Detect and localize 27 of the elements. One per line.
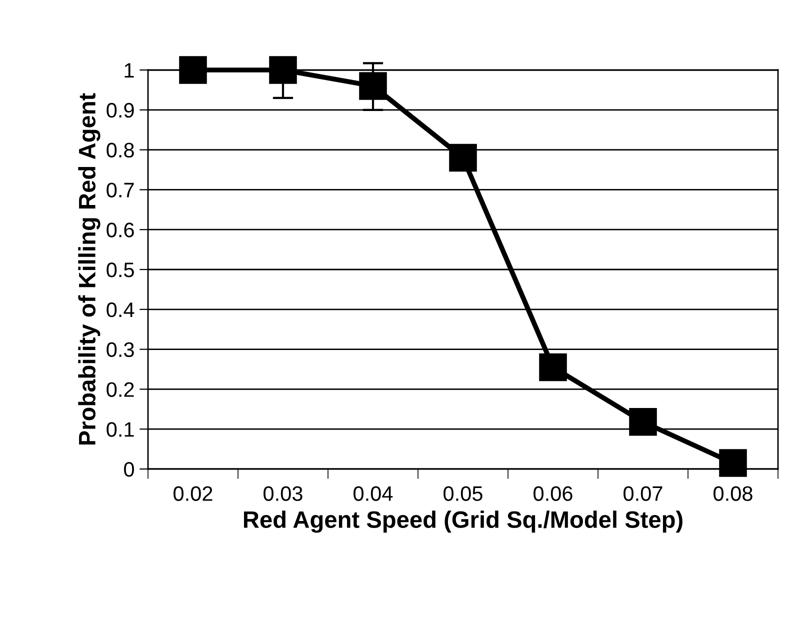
x-tick-label: 0.06 [534, 486, 572, 501]
x-tick-label: 0.05 [444, 486, 482, 501]
x-tick-label: 0.04 [354, 486, 393, 501]
point [449, 144, 477, 172]
x-tick-label: 0.03 [264, 486, 302, 501]
y-tick-label: 0 [124, 462, 134, 477]
y-tick-label: 0.5 [106, 262, 134, 278]
x-tick-label: 0.02 [174, 486, 212, 501]
y-tick-label: 0.6 [106, 222, 134, 238]
y-tick-label: 0.3 [106, 342, 134, 358]
y-tick-label: 1 [124, 63, 134, 78]
x-axis-title: Red Agent Speed (Grid Sq./Model Step) [244, 510, 682, 533]
y-tick-label: 0.1 [106, 422, 134, 437]
point [629, 408, 657, 436]
y-axis-title: Probability of Killing Red Agent [78, 93, 100, 445]
y-tick-label: 0.9 [106, 102, 134, 118]
point [179, 56, 207, 84]
y-tick-label: 0.8 [106, 142, 134, 158]
point [539, 353, 567, 382]
point [719, 449, 747, 477]
x-tick-label: 0.08 [714, 486, 752, 501]
point [359, 72, 387, 100]
point [269, 56, 297, 84]
y-tick-label: 0.4 [106, 302, 134, 318]
x-tick-label: 0.07 [624, 486, 662, 501]
y-tick-label: 0.7 [106, 182, 134, 198]
y-tick-label: 0.2 [106, 382, 134, 397]
